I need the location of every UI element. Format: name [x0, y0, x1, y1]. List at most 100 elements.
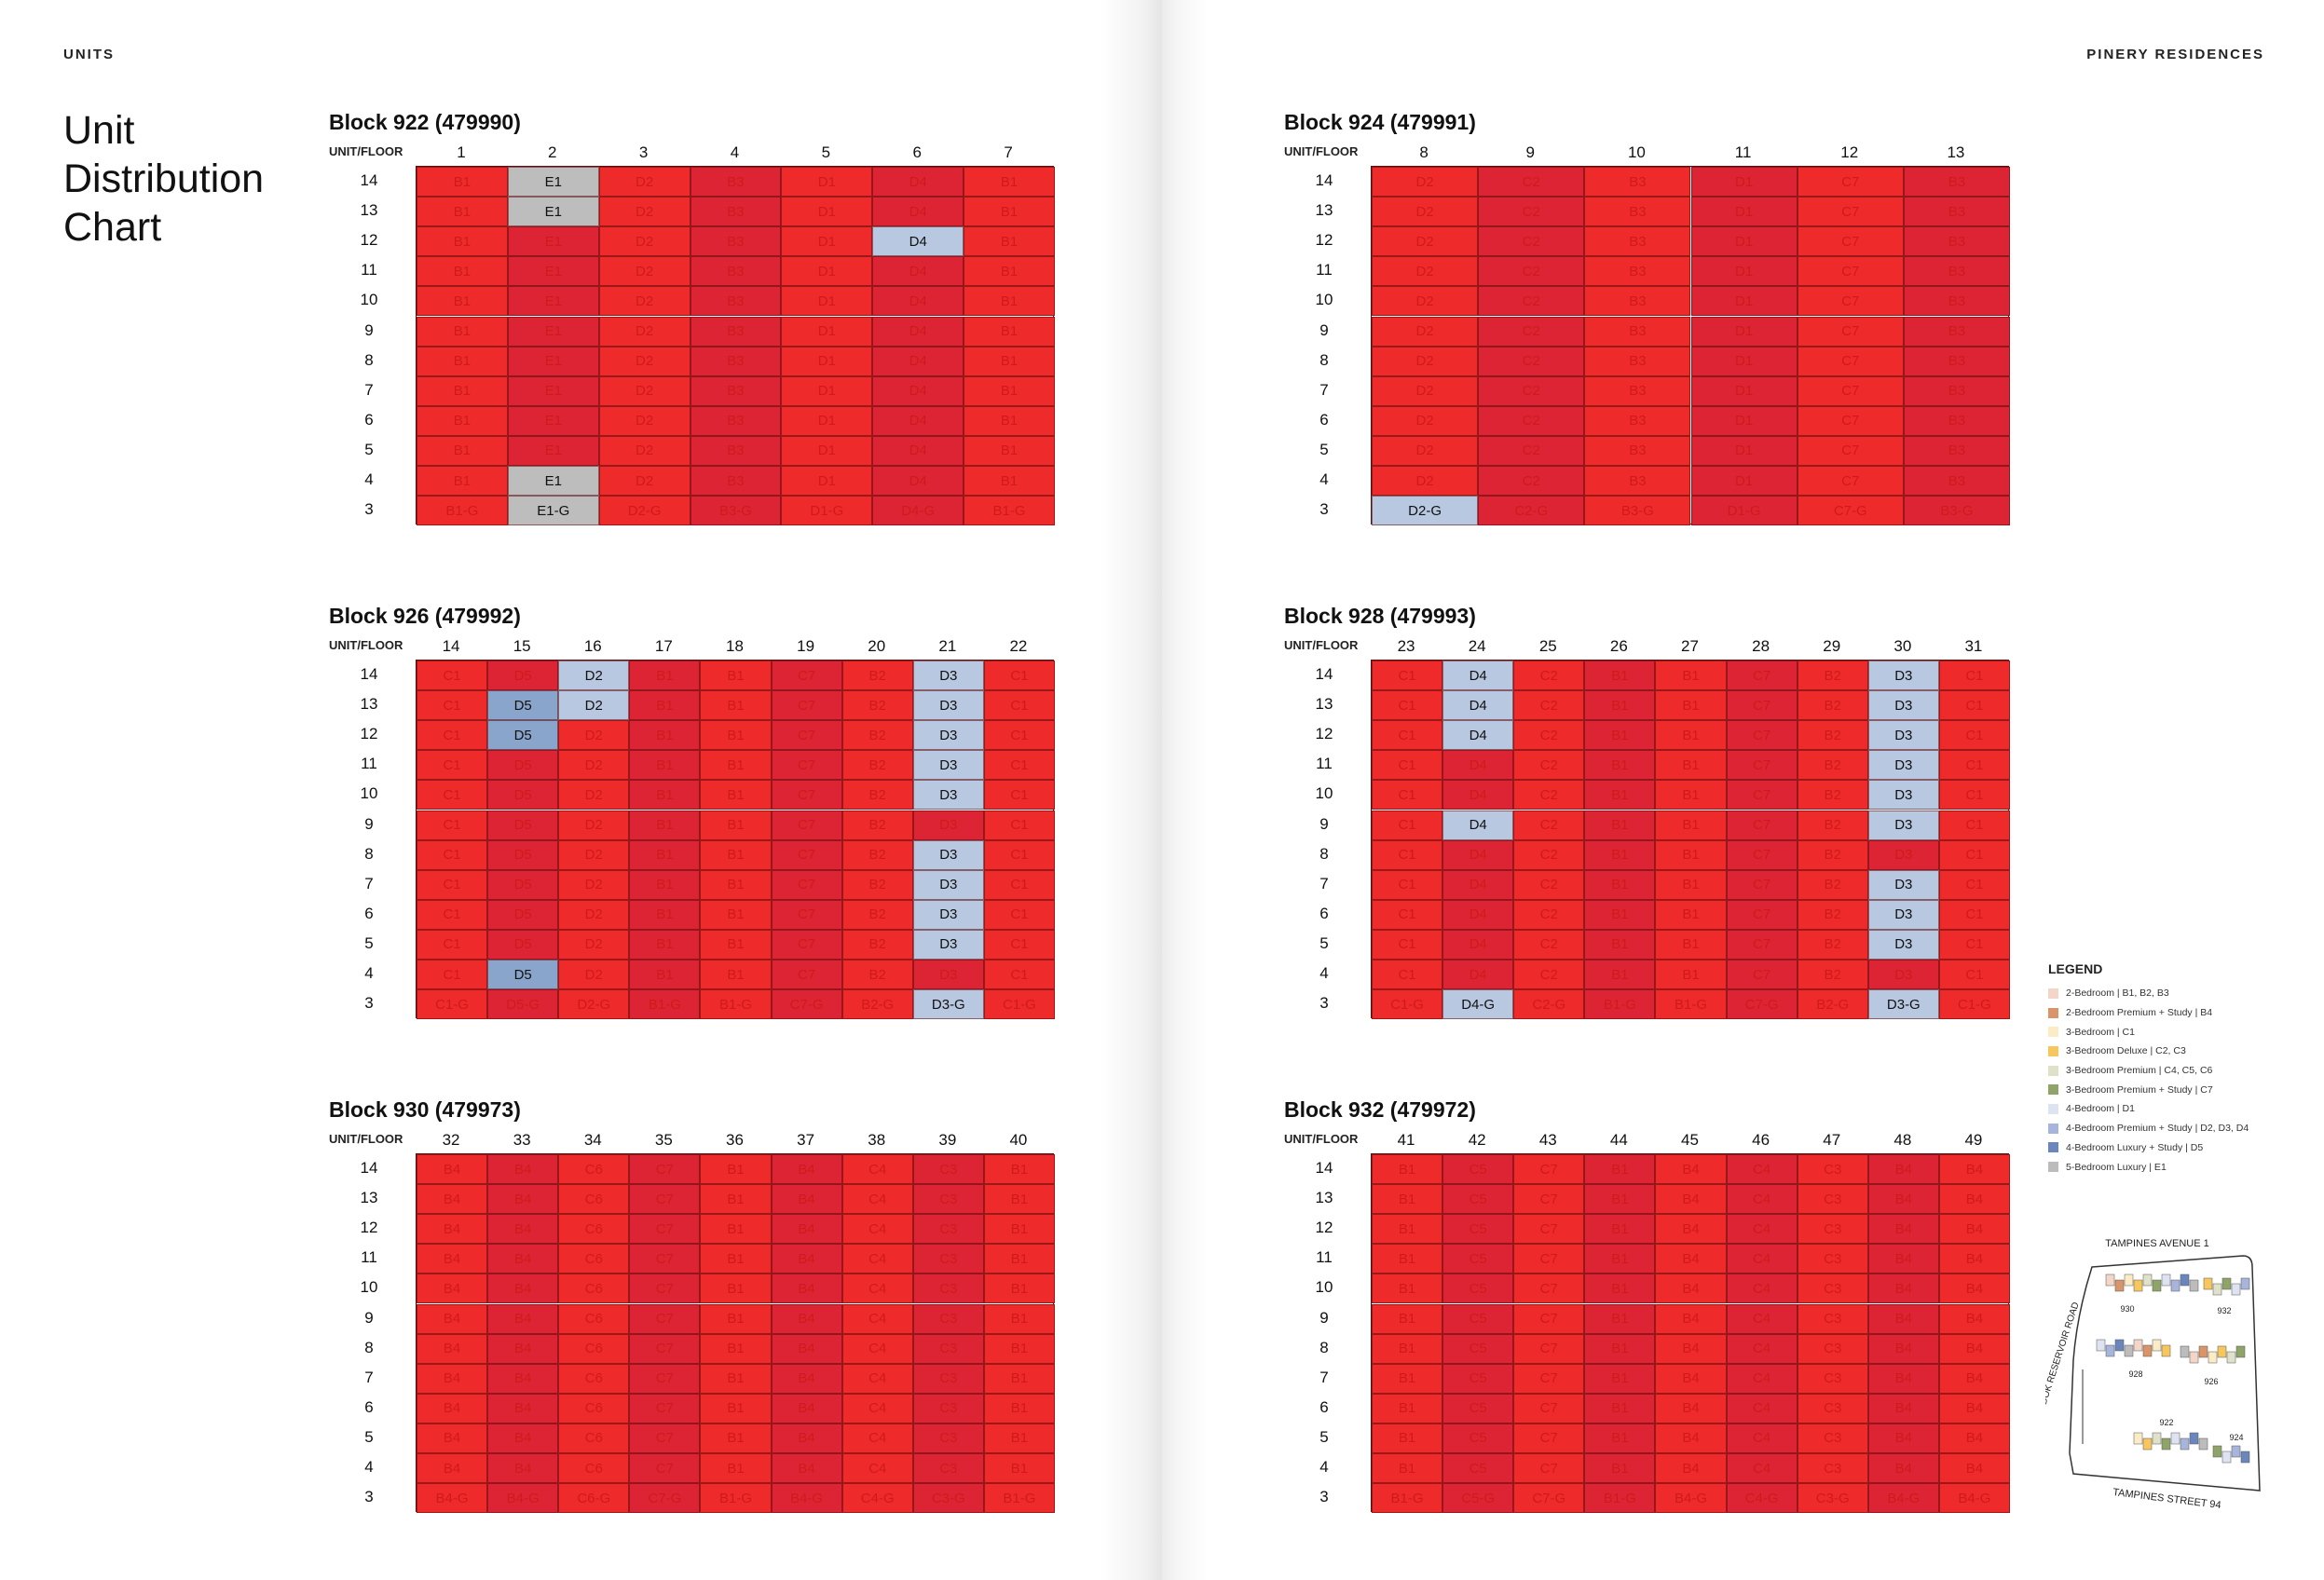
unit-cell: B1 — [964, 375, 1055, 406]
unit-column-header: 36 — [726, 1131, 744, 1149]
floor-row-header: 5 — [1319, 1427, 1329, 1446]
unit-cell: C3 — [1797, 1214, 1868, 1245]
unit-cell: D3 — [912, 780, 984, 810]
unit-cell: C1 — [1372, 750, 1443, 781]
map-unit-mark — [2152, 1432, 2162, 1445]
unit-cell: D3 — [1867, 780, 1939, 810]
unit-cell: B4 — [1938, 1453, 2010, 1484]
unit-cell: C7 — [1726, 690, 1798, 721]
unit-column-header: 6 — [912, 143, 922, 161]
unit-cell: C5 — [1442, 1333, 1514, 1364]
map-block-label: 926 — [2204, 1377, 2218, 1386]
floor-row-header: 12 — [1315, 725, 1333, 743]
unit-cell: B1 — [1372, 1154, 1443, 1185]
unit-cell: B1 — [983, 1184, 1055, 1215]
floor-row-header: 5 — [364, 440, 374, 458]
unit-cell: D2 — [1372, 316, 1479, 347]
map-unit-mark — [2235, 1345, 2246, 1358]
unit-cell: D1-G — [781, 496, 873, 526]
unit-cell: C3 — [912, 1214, 984, 1245]
unit-cell: B1 — [1584, 750, 1656, 781]
unit-cell: D4 — [1442, 690, 1514, 721]
unit-cell: C3 — [1797, 1154, 1868, 1185]
unit-cell: D4 — [1442, 780, 1514, 810]
unit-cell: B3 — [690, 167, 782, 198]
unit-column-header: 10 — [1627, 143, 1646, 161]
unit-cell: B1 — [1372, 1303, 1443, 1334]
unit-cell: B4-G — [1867, 1483, 1939, 1514]
unit-cell: C7 — [1797, 167, 1904, 198]
unit-cell: C7 — [1726, 750, 1798, 781]
unit-cell: B2 — [841, 750, 913, 781]
unit-cell: B4 — [1867, 1393, 1939, 1423]
floor-row-header: 8 — [1319, 844, 1329, 863]
unit-cell: C3 — [1797, 1333, 1868, 1364]
legend-label: 3-Bedroom Deluxe | C2, C3 — [2066, 1045, 2186, 1057]
unit-cell: B3 — [1584, 316, 1691, 347]
floor-row-header: 8 — [364, 844, 374, 863]
unit-cell: C1 — [1372, 720, 1443, 751]
unit-cell: B4 — [1938, 1393, 2010, 1423]
unit-cell: B1 — [700, 1244, 772, 1274]
map-unit-mark — [2170, 1279, 2180, 1292]
unit-column-header: 48 — [1893, 1131, 1912, 1149]
unit-cell: B1 — [700, 1303, 772, 1334]
unit-column-header: 16 — [583, 637, 602, 655]
unit-cell: D2 — [1372, 405, 1479, 436]
unit-cell: E1 — [507, 346, 599, 376]
unit-cell: C4 — [1726, 1184, 1798, 1215]
map-unit-mark — [2161, 1344, 2171, 1357]
unit-cell: B4 — [1867, 1303, 1939, 1334]
unit-cell: B3 — [1903, 167, 2010, 198]
unit-cell: C6 — [558, 1214, 630, 1245]
unit-column-header: 20 — [868, 637, 886, 655]
legend-label: 4-Bedroom | D1 — [2066, 1103, 2135, 1115]
unit-cell: C1 — [417, 810, 488, 840]
unit-cell: C1 — [1938, 899, 2010, 930]
legend-label: 4-Bedroom Premium + Study | D2, D3, D4 — [2066, 1123, 2249, 1135]
legend-item: 2-Bedroom | B1, B2, B3 — [2048, 984, 2249, 1003]
floor-row-header: 7 — [1319, 874, 1329, 892]
floor-row-header: 12 — [360, 725, 378, 743]
floor-row-header: 3 — [1319, 1488, 1329, 1506]
unit-cell: B1 — [1584, 839, 1656, 870]
unit-cell: C7 — [1797, 256, 1904, 287]
unit-cell: B2 — [841, 839, 913, 870]
floor-row-header: 14 — [360, 1159, 378, 1177]
unit-cell: B1-G — [1584, 1483, 1656, 1514]
site-map-left-road: BEDOK RESERVOIR ROAD — [2045, 1301, 2082, 1418]
unit-cell: B4 — [1655, 1423, 1727, 1453]
unit-cell: C4 — [841, 1214, 913, 1245]
floor-row-header: 11 — [361, 1248, 377, 1267]
unit-cell: C1 — [417, 720, 488, 751]
unit-cell: C7 — [1726, 720, 1798, 751]
unit-column-header: 31 — [1964, 637, 1983, 655]
unit-cell: C1 — [417, 839, 488, 870]
unit-cell: B1 — [983, 1393, 1055, 1423]
map-unit-mark — [2217, 1345, 2227, 1358]
unit-column-header: 2 — [548, 143, 557, 161]
unit-cell: B1 — [1584, 661, 1656, 691]
unit-cell: C7 — [1726, 929, 1798, 960]
unit-cell: C7 — [1797, 435, 1904, 466]
legend-label: 3-Bedroom Premium | C4, C5, C6 — [2066, 1065, 2213, 1077]
unit-cell: E1 — [507, 256, 599, 287]
unit-cell: B1 — [983, 1453, 1055, 1484]
unit-cell: B4 — [1655, 1333, 1727, 1364]
unit-cell: B1 — [1584, 1244, 1656, 1274]
unit-cell: C2 — [1513, 839, 1585, 870]
legend: LEGEND 2-Bedroom | B1, B2, B3 2-Bedroom P… — [2048, 961, 2249, 1177]
unit-cell: C5 — [1442, 1423, 1514, 1453]
legend-items: 2-Bedroom | B1, B2, B3 2-Bedroom Premium … — [2048, 984, 2249, 1177]
unit-cell: D4 — [1442, 661, 1514, 691]
unit-cell: D5 — [487, 661, 559, 691]
floor-row-header: 5 — [364, 933, 374, 952]
unit-cell: C4 — [841, 1363, 913, 1394]
unit-block: Block 930 (479973) UNIT/FLOOR 32 33 34 35 36 37… — [329, 1097, 1063, 1521]
floor-row-header: 13 — [1315, 201, 1333, 220]
unit-cell: C5 — [1442, 1453, 1514, 1484]
unit-cell: B1 — [700, 720, 772, 751]
unit-cell: B3 — [1584, 256, 1691, 287]
unit-cell: D2 — [1372, 466, 1479, 497]
unit-cell: B1 — [964, 466, 1055, 497]
